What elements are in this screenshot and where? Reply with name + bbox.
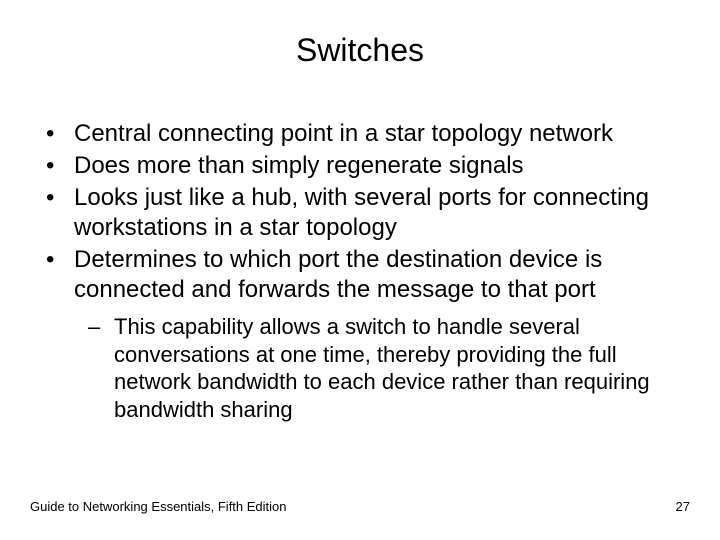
list-item: Central connecting point in a star topol… [40, 119, 680, 149]
slide-content: Central connecting point in a star topol… [30, 119, 690, 423]
slide-title: Switches [30, 32, 690, 69]
footer-source: Guide to Networking Essentials, Fifth Ed… [30, 499, 287, 514]
bullet-list: Central connecting point in a star topol… [40, 119, 680, 305]
sub-list-item: This capability allows a switch to handl… [40, 313, 680, 423]
footer-page-number: 27 [676, 499, 690, 514]
list-item: Determines to which port the destination… [40, 245, 680, 305]
list-item: Looks just like a hub, with several port… [40, 183, 680, 243]
sub-bullet-list: This capability allows a switch to handl… [40, 313, 680, 423]
list-item: Does more than simply regenerate signals [40, 151, 680, 181]
slide-footer: Guide to Networking Essentials, Fifth Ed… [30, 499, 690, 514]
